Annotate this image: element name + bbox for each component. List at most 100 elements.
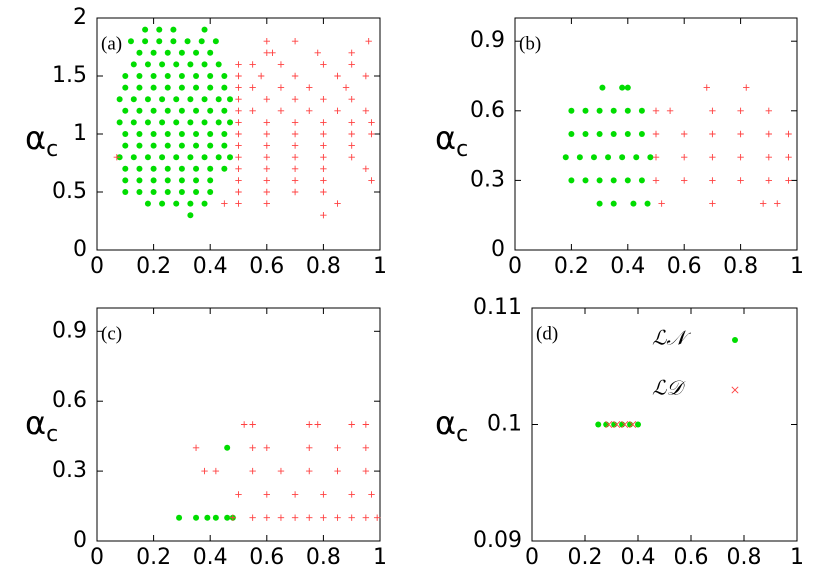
point (201, 26, 208, 33)
point (136, 189, 143, 195)
point (624, 107, 631, 114)
x-tick-label: 0.6 (674, 545, 709, 570)
point (201, 200, 208, 207)
point (136, 165, 143, 172)
point (759, 200, 767, 207)
point (334, 72, 341, 80)
x-tick-label: 0.8 (723, 254, 758, 279)
point (235, 107, 242, 114)
point (159, 61, 166, 68)
point (164, 49, 171, 56)
point (348, 142, 355, 149)
point (122, 131, 129, 137)
x-tick-label: 0.8 (306, 254, 341, 279)
point (291, 96, 299, 103)
point (291, 177, 299, 184)
point (150, 73, 157, 79)
y-tick-label: 0.9 (52, 318, 87, 343)
point (590, 154, 597, 161)
point (235, 177, 242, 184)
point (709, 200, 716, 207)
point (291, 119, 299, 126)
panel-label: (b) (519, 33, 541, 54)
point (263, 514, 270, 521)
point (658, 200, 665, 207)
point (178, 142, 185, 149)
point (269, 49, 276, 56)
point (263, 49, 270, 56)
y-axis-label-subscript: c (456, 422, 468, 447)
point (212, 38, 219, 45)
point (136, 84, 143, 91)
point (221, 142, 228, 149)
point (277, 61, 285, 68)
point (320, 177, 327, 184)
point (291, 72, 299, 80)
point (737, 130, 744, 138)
point (348, 130, 355, 138)
point (681, 154, 688, 161)
point (582, 131, 589, 137)
point (204, 514, 211, 521)
point (263, 119, 270, 126)
point (215, 119, 222, 126)
point (306, 107, 313, 114)
point (596, 177, 603, 184)
point (187, 61, 194, 68)
point (235, 130, 242, 138)
point (362, 107, 370, 114)
point (737, 154, 744, 161)
point (221, 84, 228, 91)
point (201, 154, 208, 161)
point (368, 119, 375, 126)
point (164, 177, 171, 184)
point (136, 73, 143, 79)
point (122, 84, 129, 91)
point (221, 73, 228, 79)
point (630, 200, 637, 207)
point (610, 131, 617, 137)
point (212, 514, 219, 521)
point (562, 154, 569, 161)
x-tick-label: 0 (525, 545, 539, 570)
point (193, 189, 200, 195)
point (306, 84, 313, 91)
point (320, 61, 327, 68)
point (184, 38, 191, 45)
point (207, 142, 214, 149)
point (235, 165, 242, 172)
y-axis-label-symbol: α (435, 119, 456, 157)
x-tick-label: 0.6 (667, 254, 702, 279)
point (193, 84, 200, 91)
point (306, 444, 313, 451)
point (703, 84, 710, 91)
y-tick-label: 0.3 (470, 167, 505, 192)
point (644, 200, 651, 207)
point (136, 107, 143, 114)
point (150, 177, 157, 184)
point (263, 165, 270, 172)
point (164, 142, 171, 149)
plot-frame (96, 307, 381, 542)
point (144, 119, 151, 126)
point (235, 188, 242, 196)
point (235, 491, 242, 498)
point (173, 119, 180, 126)
point (156, 38, 163, 45)
point (605, 154, 612, 161)
point (638, 107, 645, 114)
point (362, 165, 370, 172)
point (227, 119, 234, 126)
point (150, 107, 157, 114)
point (193, 73, 200, 79)
point (652, 130, 660, 138)
point (737, 177, 744, 184)
point (314, 49, 321, 56)
point (235, 154, 242, 161)
y-tick-label: 0.09 (473, 528, 522, 553)
point (150, 49, 157, 56)
point (130, 61, 137, 68)
point (187, 212, 194, 219)
point (142, 38, 149, 45)
